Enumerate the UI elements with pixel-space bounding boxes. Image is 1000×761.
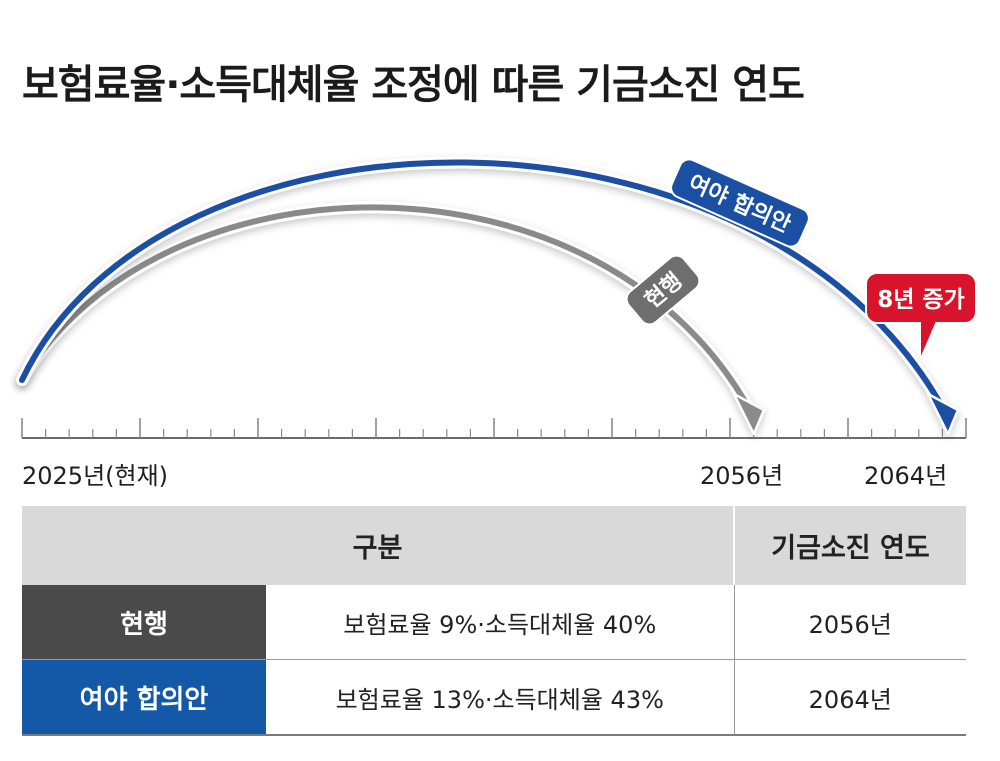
axis-label-current: 2056년 bbox=[700, 462, 784, 490]
series-label-current: 현행 bbox=[625, 254, 701, 326]
timeline-axis bbox=[21, 418, 967, 439]
table-row: 현행 보험료율 9%·소득대체율 40% 2056년 bbox=[22, 585, 966, 660]
row-label-proposal: 여야 합의안 bbox=[22, 659, 266, 736]
arcs bbox=[16, 156, 960, 436]
table-row: 여야 합의안 보험료율 13%·소득대체율 43% 2064년 bbox=[22, 659, 966, 736]
row-year-current: 2056년 bbox=[733, 585, 966, 660]
row-year-proposal: 2064년 bbox=[733, 659, 966, 736]
row-label-current: 현행 bbox=[22, 585, 266, 660]
axis-label-start: 2025년(현재) bbox=[22, 462, 169, 490]
arrowhead-current bbox=[732, 392, 766, 436]
page-title: 보험료율·소득대체율 조정에 따른 기금소진 연도 bbox=[22, 62, 805, 108]
header-category: 구분 bbox=[22, 506, 734, 585]
svg-text:8년 증가: 8년 증가 bbox=[877, 287, 965, 313]
row-desc-proposal: 보험료율 13%·소득대체율 43% bbox=[266, 659, 734, 736]
callout-increase: 8년 증가 bbox=[865, 272, 977, 356]
arrowhead-proposal bbox=[926, 392, 960, 436]
table-header-row: 구분 기금소진 연도 bbox=[22, 506, 966, 585]
axis-label-proposal: 2064년 bbox=[864, 462, 948, 490]
summary-table: 구분 기금소진 연도 현행 보험료율 9%·소득대체율 40% 2056년 여야… bbox=[22, 506, 966, 736]
header-year: 기금소진 연도 bbox=[733, 506, 966, 585]
arc-proposal bbox=[16, 156, 960, 436]
row-desc-current: 보험료율 9%·소득대체율 40% bbox=[266, 585, 734, 660]
series-label-proposal: 여야 합의안 bbox=[670, 158, 810, 248]
